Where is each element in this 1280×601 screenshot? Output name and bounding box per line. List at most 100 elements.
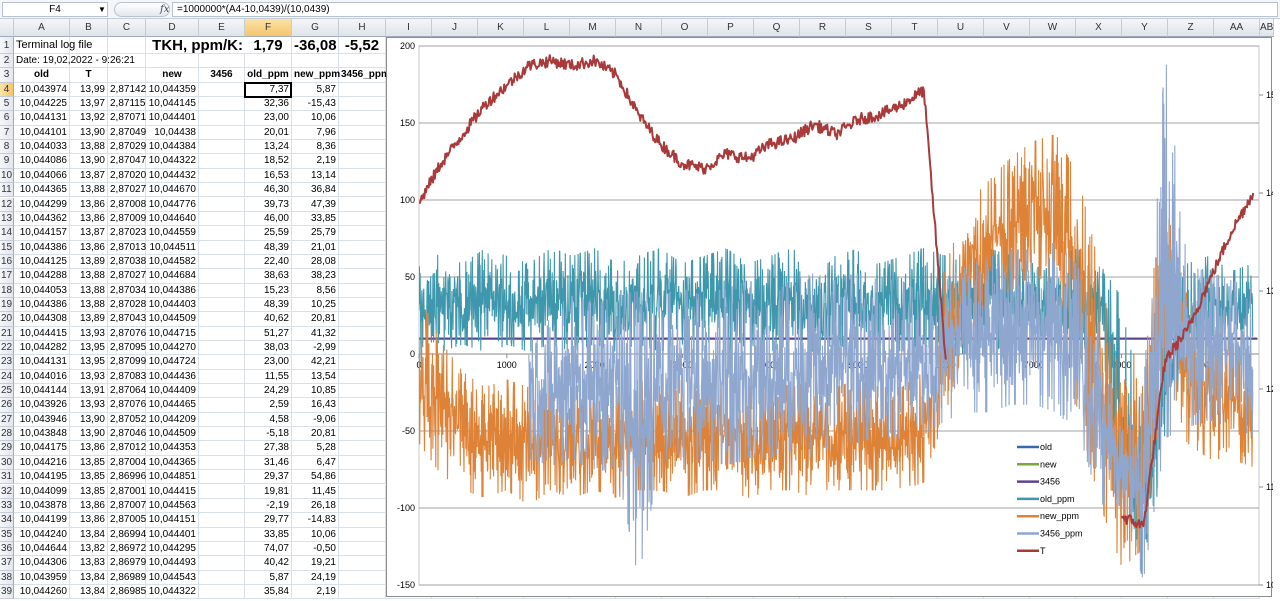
- column-header-a[interactable]: A: [14, 19, 70, 37]
- cell[interactable]: 2,87095: [108, 341, 146, 356]
- cell[interactable]: 20,81: [292, 427, 339, 442]
- cell[interactable]: 10,044353: [146, 441, 199, 456]
- cell[interactable]: 10,044386: [14, 240, 70, 255]
- cell[interactable]: 13,93: [70, 326, 108, 341]
- cell[interactable]: 10,044288: [14, 269, 70, 284]
- row-header[interactable]: 14: [0, 226, 14, 241]
- cell[interactable]: 10,044403: [146, 297, 199, 313]
- formula-input[interactable]: =1000000*(A4-10,0439)/(10,0439): [172, 2, 1278, 17]
- cell[interactable]: -2,99: [292, 341, 339, 356]
- cell[interactable]: 10,044509: [146, 427, 199, 442]
- cell[interactable]: 10,044175: [14, 441, 70, 456]
- column-header-m[interactable]: M: [570, 19, 616, 37]
- cell[interactable]: [339, 355, 386, 370]
- cell[interactable]: 10,044216: [14, 455, 70, 471]
- cell[interactable]: [339, 341, 386, 356]
- cell[interactable]: 10,044509: [146, 312, 199, 327]
- cell[interactable]: -9,06: [292, 412, 339, 428]
- cell[interactable]: 10,044851: [146, 470, 199, 485]
- cell[interactable]: 24,29: [245, 384, 292, 399]
- cell[interactable]: 10,044511: [146, 240, 199, 255]
- cell[interactable]: 10,044362: [14, 211, 70, 227]
- row-header[interactable]: 37: [0, 556, 14, 571]
- cell[interactable]: 13,89: [70, 254, 108, 270]
- row-header[interactable]: 5: [0, 97, 14, 112]
- column-header-v[interactable]: V: [984, 19, 1030, 37]
- cell[interactable]: 19,21: [292, 556, 339, 571]
- row-header[interactable]: 24: [0, 369, 14, 385]
- cell[interactable]: 42,21: [292, 355, 339, 370]
- cell[interactable]: 2,86994: [108, 527, 146, 542]
- row-header[interactable]: 17: [0, 269, 14, 284]
- cell[interactable]: [339, 226, 386, 241]
- cell[interactable]: [199, 226, 245, 241]
- cell[interactable]: 10,044436: [146, 369, 199, 385]
- cell[interactable]: 10,044016: [14, 369, 70, 385]
- row-header[interactable]: 8: [0, 140, 14, 155]
- row-header[interactable]: 9: [0, 154, 14, 169]
- column-header-j[interactable]: J: [432, 19, 478, 37]
- cell[interactable]: 2,87115: [108, 97, 146, 112]
- cell[interactable]: 13,54: [292, 369, 339, 385]
- cell[interactable]: Terminal log file: [14, 37, 92, 54]
- cell[interactable]: 10,044365: [146, 455, 199, 471]
- cell[interactable]: [146, 54, 199, 69]
- cell[interactable]: [199, 355, 245, 370]
- cell[interactable]: [199, 254, 245, 270]
- cell[interactable]: 10,044240: [14, 527, 70, 542]
- cell[interactable]: [199, 140, 245, 155]
- cell[interactable]: 13,91: [70, 384, 108, 399]
- cell[interactable]: [199, 111, 245, 126]
- cell[interactable]: 10,044199: [14, 513, 70, 528]
- cell[interactable]: 8,36: [292, 140, 339, 155]
- column-header-n[interactable]: N: [616, 19, 662, 37]
- column-label[interactable]: [108, 68, 146, 83]
- cell[interactable]: 13,82: [70, 541, 108, 557]
- cell[interactable]: 10,044724: [146, 355, 199, 370]
- cell[interactable]: [70, 54, 108, 69]
- cell[interactable]: 13,88: [70, 140, 108, 155]
- cell[interactable]: [199, 283, 245, 298]
- cell[interactable]: 13,93: [70, 369, 108, 385]
- cell[interactable]: 28,08: [292, 254, 339, 270]
- row-header[interactable]: 23: [0, 355, 14, 370]
- cell[interactable]: 13,14: [292, 168, 339, 184]
- cell[interactable]: 13,85: [70, 470, 108, 485]
- column-header-x[interactable]: X: [1076, 19, 1122, 37]
- cell[interactable]: 2,87099: [108, 355, 146, 370]
- column-header-z[interactable]: Z: [1168, 19, 1214, 37]
- cell[interactable]: 2,87038: [108, 254, 146, 270]
- row-header[interactable]: 27: [0, 412, 14, 428]
- cell[interactable]: 54,86: [292, 470, 339, 485]
- cell[interactable]: 13,86: [70, 197, 108, 212]
- cell[interactable]: 2,87047: [108, 154, 146, 169]
- row-header[interactable]: 25: [0, 384, 14, 399]
- row-header[interactable]: 4: [0, 82, 14, 98]
- cell[interactable]: 10,044401: [146, 111, 199, 126]
- row-header[interactable]: 32: [0, 484, 14, 499]
- cell[interactable]: 10,044101: [14, 125, 70, 141]
- cell[interactable]: 2,87013: [108, 240, 146, 255]
- cell[interactable]: 11,45: [292, 484, 339, 499]
- cell[interactable]: 2,87043: [108, 312, 146, 327]
- cell[interactable]: 10,043926: [14, 398, 70, 413]
- cell[interactable]: 10,06: [292, 527, 339, 542]
- column-header-u[interactable]: U: [938, 19, 984, 37]
- cell[interactable]: 10,044144: [14, 384, 70, 399]
- row-header[interactable]: 11: [0, 183, 14, 198]
- cell[interactable]: 10,044543: [146, 570, 199, 585]
- cell[interactable]: 2,87004: [108, 455, 146, 471]
- column-label[interactable]: new_ppm: [292, 68, 340, 83]
- cell[interactable]: [199, 312, 245, 327]
- column-header-d[interactable]: D: [146, 19, 199, 37]
- cell[interactable]: [339, 154, 386, 169]
- cell[interactable]: 10,044131: [14, 355, 70, 370]
- cell[interactable]: [199, 384, 245, 399]
- row-header[interactable]: 36: [0, 541, 14, 557]
- cell[interactable]: 10,044066: [14, 168, 70, 184]
- row-header[interactable]: 2: [0, 54, 14, 69]
- column-header-e[interactable]: E: [199, 19, 245, 37]
- column-label[interactable]: 3456: [199, 68, 245, 83]
- cell[interactable]: 10,044386: [146, 283, 199, 298]
- column-header-aa[interactable]: AA: [1214, 19, 1260, 37]
